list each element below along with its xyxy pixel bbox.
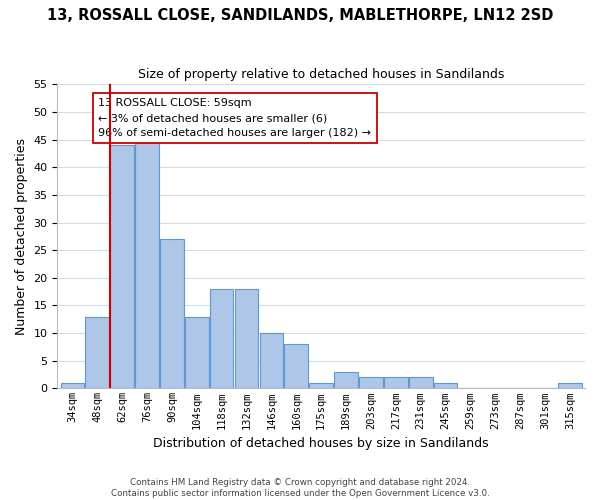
Bar — [384, 378, 407, 388]
X-axis label: Distribution of detached houses by size in Sandilands: Distribution of detached houses by size … — [154, 437, 489, 450]
Text: 13, ROSSALL CLOSE, SANDILANDS, MABLETHORPE, LN12 2SD: 13, ROSSALL CLOSE, SANDILANDS, MABLETHOR… — [47, 8, 553, 22]
Text: Contains HM Land Registry data © Crown copyright and database right 2024.
Contai: Contains HM Land Registry data © Crown c… — [110, 478, 490, 498]
Bar — [210, 289, 233, 388]
Bar — [235, 289, 259, 388]
Bar — [558, 383, 582, 388]
Bar — [409, 378, 433, 388]
Bar — [160, 239, 184, 388]
Bar — [61, 383, 84, 388]
Bar — [284, 344, 308, 389]
Title: Size of property relative to detached houses in Sandilands: Size of property relative to detached ho… — [138, 68, 505, 80]
Text: 13 ROSSALL CLOSE: 59sqm
← 3% of detached houses are smaller (6)
96% of semi-deta: 13 ROSSALL CLOSE: 59sqm ← 3% of detached… — [98, 98, 371, 138]
Bar — [85, 316, 109, 388]
Y-axis label: Number of detached properties: Number of detached properties — [15, 138, 28, 335]
Bar — [434, 383, 457, 388]
Bar — [185, 316, 209, 388]
Bar — [110, 145, 134, 388]
Bar — [310, 383, 333, 388]
Bar — [359, 378, 383, 388]
Bar — [260, 333, 283, 388]
Bar — [334, 372, 358, 388]
Bar — [135, 134, 159, 388]
